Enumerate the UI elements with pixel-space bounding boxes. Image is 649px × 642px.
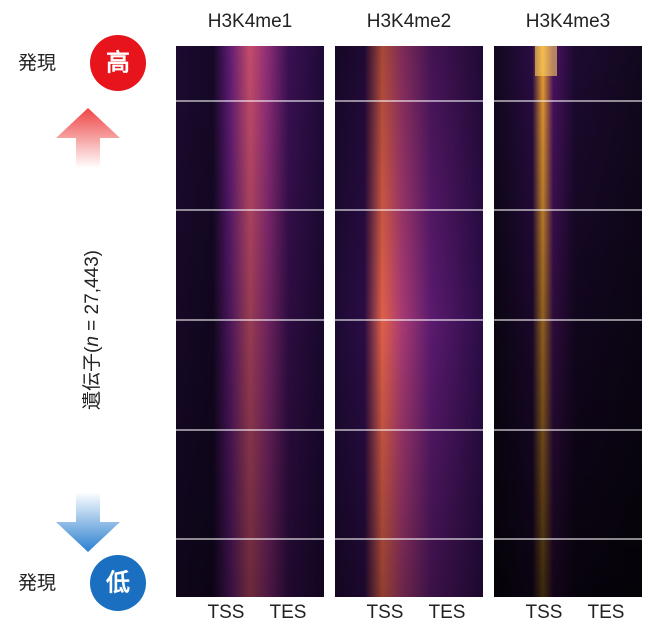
y-label-italic: n — [82, 336, 103, 347]
x-tick-label: TSS — [526, 602, 563, 623]
heatmap-panel: H3K4me1 TSS TES — [176, 11, 324, 623]
expression-label: 発現 — [18, 572, 56, 594]
down-arrow — [56, 492, 120, 552]
panel-title: H3K4me2 — [367, 11, 452, 32]
group-separators — [176, 100, 642, 540]
x-tick-label: TES — [588, 602, 625, 623]
heatmap-panel: H3K4me2 TSS TES — [335, 11, 483, 623]
y-label-prefix: 遺伝子( — [81, 346, 103, 410]
low-badge-text: 低 — [105, 569, 130, 596]
heatmap-panel: H3K4me3 TSS TES — [494, 11, 642, 623]
heatmap-shade — [176, 46, 324, 597]
heatmap-highlight — [535, 46, 557, 76]
heatmap-shade — [335, 46, 483, 597]
high-badge — [90, 35, 146, 91]
x-tick-label: TES — [270, 602, 307, 623]
y-label-suffix: = 27,443) — [82, 250, 103, 336]
expression-label: 発現 — [18, 52, 56, 74]
panel-title: H3K4me3 — [526, 11, 611, 32]
x-tick-label: TES — [429, 602, 466, 623]
x-tick-label: TSS — [367, 602, 404, 623]
y-axis-label: 遺伝子(n = 27,443) — [81, 250, 103, 410]
low-badge — [90, 555, 146, 611]
high-badge-text: 高 — [106, 48, 130, 76]
up-arrow — [56, 108, 120, 168]
heatmap-shade — [494, 46, 642, 597]
x-tick-label: TSS — [208, 602, 245, 623]
panel-title: H3K4me1 — [208, 11, 293, 32]
